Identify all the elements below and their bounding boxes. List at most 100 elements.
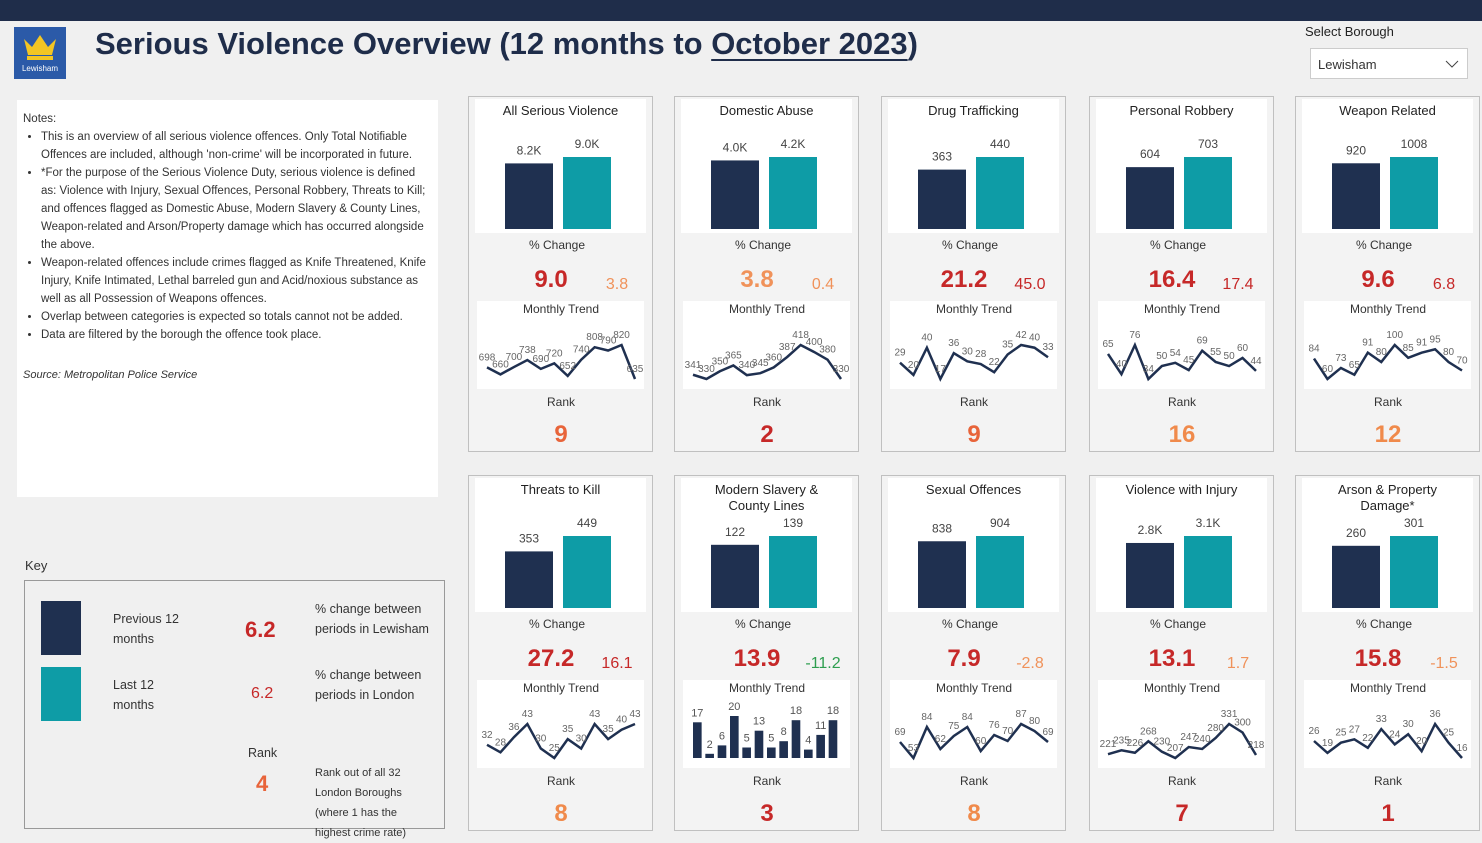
bar-label: 260 [1346,526,1366,540]
trend-value-label: 33 [1376,714,1388,725]
trend-value-label: 30 [962,346,974,357]
trend-value-label: 330 [698,364,715,375]
trend-value-label: 32 [481,730,493,741]
logo: Lewisham [14,27,66,79]
trend-value-label: 17 [691,707,703,719]
change-value: 16.4 [1149,266,1196,293]
bar-label: 1008 [1401,137,1428,151]
trend-value-label: 380 [819,345,836,356]
rank-label: Rank [1168,774,1197,788]
trend-value-label: 69 [894,727,906,738]
trend-bar [730,716,739,758]
bar-label: 301 [1404,516,1424,530]
rank-value: 1 [1381,800,1394,827]
key-last-label: Last 12 months [113,678,155,712]
trend-value-label: 76 [989,720,1001,731]
trend-value-label: 100 [1386,330,1403,341]
rank-value: 3 [760,800,773,827]
trend-label: Monthly Trend [1350,681,1426,695]
trend-label: Monthly Trend [523,302,599,316]
trend-line [486,721,636,760]
trend-value-label: 207 [1167,743,1184,754]
bar [976,157,1024,229]
bar [769,157,817,229]
trend-value-label: 26 [1308,726,1320,737]
change-value: 9.6 [1361,266,1394,293]
metric-card: 353 449% Change 27.2 16.1 Monthly Trend 32 28 3… [468,475,653,831]
bar [769,536,817,608]
rank-value: 12 [1375,421,1402,448]
trend-bar [705,753,714,758]
card-title: Weapon Related [1339,103,1436,118]
trend-value-label: 36 [948,338,960,349]
key-local-value: 6.2 [245,617,276,642]
borough-label: Select Borough [1305,24,1394,39]
bar [1390,157,1438,229]
metric-card: 363 440 % Change 21.2 45.0 Monthly Trend 29 20 4… [881,96,1066,452]
bar-label: 2.8K [1138,523,1163,537]
bar-label: 4.2K [781,137,806,151]
page-title: Serious Violence Overview (12 months to … [95,26,918,62]
trend-value-label: 247 [1180,732,1197,743]
bar-label: 363 [932,150,952,164]
trend-value-label: 235 [1113,735,1130,746]
title-month: October 2023 [711,26,908,61]
trend-value-label: 635 [627,364,644,375]
bar-label: 3.1K [1196,516,1221,530]
trend-value-label: 300 [1234,718,1251,729]
borough-dropdown[interactable]: Lewisham [1310,48,1468,79]
trend-label: Monthly Trend [1144,681,1220,695]
rank-label: Rank [753,774,782,788]
bar-label: 838 [932,521,952,535]
bar-panel [1302,478,1473,612]
key-last-swatch [41,667,81,721]
card-graphic: 8.2K 9.0K % Change 9.0 3.8 Monthly Trend 69866… [475,99,646,448]
trend-value-label: 11 [815,720,826,732]
trend-value-label: 30 [1403,719,1415,730]
crown [24,35,56,55]
trend-value-label: 84 [1308,344,1320,355]
metric-card: 260 301% Change 15.8 -1.5 Monthly Trend 26 19 2… [1295,475,1480,831]
rank-value: 9 [554,421,567,448]
trend-line [1106,341,1257,382]
trend-value-label: 84 [962,712,974,723]
london-change-value: 17.4 [1222,276,1253,293]
trend-value-label: 80 [1443,347,1455,358]
bar [1126,542,1174,608]
trend-value-label: 30 [576,734,588,745]
metric-card: 2.8K 3.1K% Change 13.1 1.7 Monthly Trend 221 2… [1089,475,1274,831]
change-value: 3.8 [740,266,773,293]
dropdown-arrow [1445,60,1459,68]
note-item: This is an overview of all serious viole… [41,128,426,164]
bar-label: 122 [725,525,745,539]
trend-value-label: 62 [935,734,947,745]
rank-label: Rank [1168,395,1197,409]
trend-value-label: 280 [1207,723,1224,734]
trend-value-label: 60 [975,736,987,747]
trend-label: Monthly Trend [523,681,599,695]
metric-card: 920 1008 % Change 9.6 6.8 Monthly Trend 84 60 73… [1295,96,1480,452]
trend-value-label: 28 [495,737,507,748]
trend-value-label: 87 [1016,709,1028,720]
bar-label: 4.0K [723,140,748,154]
trend-value-label: 652 [559,361,576,372]
bar [918,169,966,229]
rank-label: Rank [753,395,782,409]
bar-label: 604 [1140,147,1160,161]
change-value: 13.1 [1149,645,1196,672]
trend-panel [477,301,644,389]
notes-heading: Notes: [23,113,57,125]
metric-card: 8.2K 9.0K % Change 9.0 3.8 Monthly Trend 698 66… [468,96,653,452]
trend-panel [1304,680,1471,768]
trend-value-label: 35 [562,724,574,735]
title-prefix: Serious Violence Overview (12 months to [95,26,712,61]
trend-value-label: 387 [779,342,796,353]
trend-line [1312,343,1463,381]
trend-value-label: 76 [1129,330,1141,341]
trend-value-label: 330 [833,364,850,375]
trend-label: Monthly Trend [1350,302,1426,316]
